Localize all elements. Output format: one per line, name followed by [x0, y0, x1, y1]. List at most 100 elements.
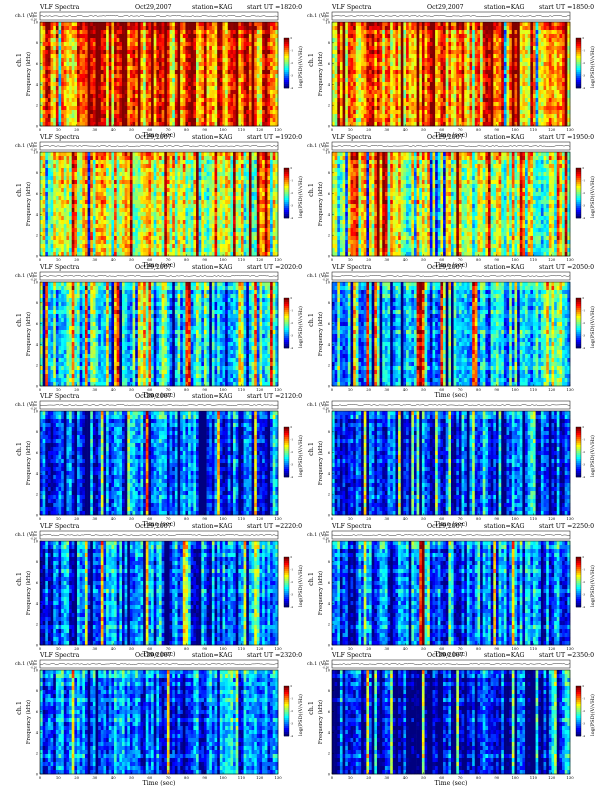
spectrogram-cell — [541, 90, 544, 94]
spectrogram-cell — [175, 114, 178, 118]
spectrogram-cell — [183, 50, 186, 54]
spectrogram-cell — [138, 86, 141, 90]
spectrogram-cell — [477, 42, 480, 46]
spectrogram-cell — [337, 122, 340, 126]
spectrogram-cell — [536, 86, 539, 90]
spectrogram-cell — [74, 90, 77, 94]
spectrogram-cell — [167, 94, 170, 98]
spectrogram-cell — [380, 86, 383, 90]
spectrogram-cell — [374, 50, 377, 54]
spectrogram-cell — [459, 46, 462, 50]
spectrogram-cell — [554, 94, 557, 98]
spectrogram-cell — [562, 90, 565, 94]
spectrogram-cell — [96, 58, 99, 62]
spectrogram-cell — [127, 58, 130, 62]
spectrogram-cell — [162, 110, 165, 114]
spectrogram-cell — [565, 86, 568, 90]
spectrogram-cell — [82, 90, 85, 94]
spectrogram-cell — [252, 54, 255, 58]
spectrogram-cell — [501, 102, 504, 106]
spectrogram-cell — [377, 66, 380, 70]
spectrogram-cell — [201, 74, 204, 78]
spectrogram-cell — [356, 54, 359, 58]
spectrogram-cell — [48, 94, 51, 98]
spectrogram-cell — [522, 66, 525, 70]
spectrogram-cell — [40, 106, 43, 110]
spectrogram-cell — [273, 54, 276, 58]
spectrogram-cell — [451, 78, 454, 82]
spectrogram-cell — [443, 106, 446, 110]
spectrogram-cell — [80, 26, 83, 30]
spectrogram-cell — [393, 74, 396, 78]
spectrogram-cell — [53, 70, 56, 74]
spectrogram-cell — [77, 86, 80, 90]
spectrogram-cell — [193, 54, 196, 58]
spectrogram-cell — [66, 62, 69, 66]
spectrogram-cell — [127, 62, 130, 66]
spectrogram-cell — [138, 30, 141, 34]
spectrogram-cell — [220, 70, 223, 74]
spectrogram-cell — [93, 38, 96, 42]
spectrogram-cell — [514, 70, 517, 74]
spectrogram-cell — [525, 110, 528, 114]
colorbar-swatch — [284, 56, 289, 58]
spectrogram-cell — [366, 98, 369, 102]
spectrogram-cell — [446, 106, 449, 110]
spectrogram-cell — [554, 90, 557, 94]
spectrogram-cell — [395, 86, 398, 90]
spectrogram-cell — [48, 42, 51, 46]
spectrogram-cell — [477, 98, 480, 102]
spectrogram-cell — [80, 46, 83, 50]
spectrogram-cell — [159, 46, 162, 50]
spectrogram-cell — [409, 74, 412, 78]
spectrogram-cell — [225, 70, 228, 74]
spectrogram-cell — [432, 26, 435, 30]
spectrogram-cell — [467, 106, 470, 110]
spectrogram-cell — [374, 78, 377, 82]
spectrogram-cell — [554, 98, 557, 102]
spectrogram-cell — [215, 38, 218, 42]
spectrogram-cell — [488, 70, 491, 74]
spectrogram-cell — [557, 90, 560, 94]
spectrogram-cell — [127, 122, 130, 126]
spectrogram-cell — [119, 30, 122, 34]
spectrogram-cell — [273, 118, 276, 122]
spectrogram-cell — [530, 82, 533, 86]
spectrogram-cell — [154, 90, 157, 94]
spectrogram-cell — [267, 122, 270, 126]
spectrogram-cell — [443, 38, 446, 42]
spectrogram-cell — [438, 118, 441, 122]
spectrogram-cell — [209, 102, 212, 106]
spectrogram-cell — [249, 90, 252, 94]
spectrogram-cell — [485, 102, 488, 106]
spectrogram-cell — [554, 110, 557, 114]
spectrogram-cell — [64, 54, 67, 58]
spectrogram-cell — [549, 70, 552, 74]
spectrogram-cell — [470, 34, 473, 38]
spectrogram-cell — [61, 94, 64, 98]
spectrogram-cell — [59, 102, 62, 106]
spectrogram-cell — [459, 106, 462, 110]
spectrogram-cell — [230, 62, 233, 66]
spectrogram-cell — [554, 58, 557, 62]
spectrogram-cell — [493, 98, 496, 102]
spectrogram-cell — [451, 114, 454, 118]
spectrogram-cell — [493, 22, 496, 26]
spectrogram-cell — [385, 102, 388, 106]
spectrogram-cell — [185, 102, 188, 106]
spectrogram-cell — [544, 62, 547, 66]
spectrogram-cell — [385, 118, 388, 122]
y-axis-title: Frequency (kHz) — [25, 52, 32, 96]
spectrogram-cell — [409, 106, 412, 110]
spectrogram-cell — [133, 62, 136, 66]
spectrogram-cell — [422, 58, 425, 62]
spectrogram-cell — [435, 78, 438, 82]
spectrogram-cell — [366, 90, 369, 94]
spectrogram-cell — [156, 78, 159, 82]
spectrogram-cell — [48, 26, 51, 30]
spectrogram-cell — [188, 114, 191, 118]
spectrogram-cell — [514, 42, 517, 46]
spectrogram-cell — [167, 46, 170, 50]
spectrogram-cell — [520, 30, 523, 34]
spectrogram-cell — [188, 70, 191, 74]
